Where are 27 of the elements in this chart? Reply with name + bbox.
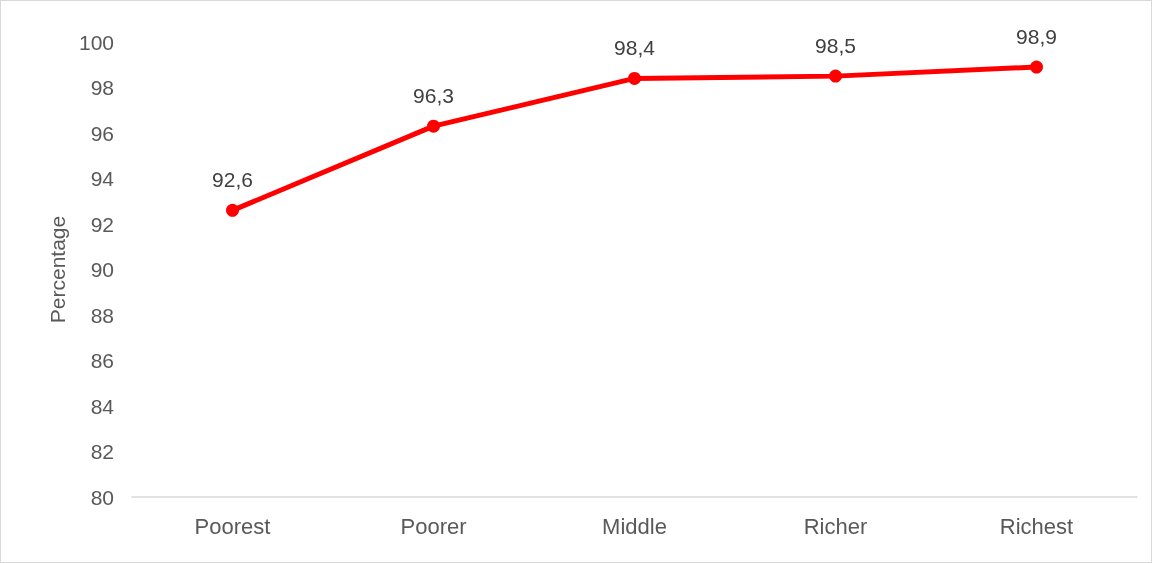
y-tick-label: 82	[90, 440, 114, 463]
data-label: 98,4	[614, 35, 656, 59]
point	[628, 71, 641, 85]
y-tick-label: 84	[90, 394, 115, 418]
data-label: 92,6	[212, 167, 253, 191]
y-tick-label: 86	[90, 349, 114, 372]
y-tick-label: 92	[90, 212, 114, 236]
point	[427, 119, 440, 133]
y-tick-label: 88	[90, 303, 114, 327]
y-tick-label: 90	[90, 258, 114, 281]
y-tick-label: 96	[90, 121, 114, 145]
x-tick-label: Poorer	[400, 513, 467, 539]
data-label: 98,9	[1016, 24, 1057, 48]
point	[226, 203, 239, 217]
point	[1030, 60, 1043, 74]
y-axis-title: Percentage	[46, 215, 70, 324]
x-tick-label: Richer	[803, 513, 868, 539]
y-tick-label: 80	[90, 485, 114, 509]
y-tick-label: 94	[90, 167, 115, 190]
x-tick-label: Richest	[999, 513, 1074, 539]
x-tick-label: Poorest	[194, 513, 271, 539]
y-tick-label: 98	[90, 76, 114, 99]
point	[829, 69, 842, 83]
y-tick-label: 100	[78, 30, 114, 54]
x-tick-label: Middle	[602, 513, 667, 539]
data-label: 96,3	[413, 83, 454, 107]
data-label: 98,5	[815, 33, 856, 57]
